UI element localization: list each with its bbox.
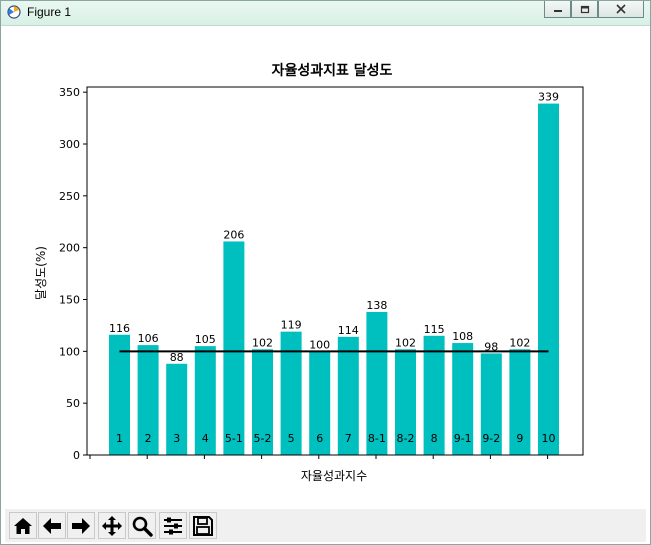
bars-layer: 116 1 106 2 88 3 105 4 206 5-1 102 5-2 119 5 100 6 114 7 1… bbox=[109, 91, 559, 456]
value-label-9: 102 bbox=[509, 336, 530, 349]
y-tick-label: 100 bbox=[59, 345, 80, 358]
category-label-8-2: 8-2 bbox=[397, 432, 415, 445]
category-label-8-1: 8-1 bbox=[368, 432, 386, 445]
app-icon bbox=[7, 5, 21, 19]
bar-5 bbox=[280, 331, 302, 455]
close-button[interactable] bbox=[598, 1, 644, 18]
bar-8-1 bbox=[366, 311, 388, 455]
bar-7 bbox=[337, 336, 359, 455]
chart-title: 자율성과지표 달성도 bbox=[272, 62, 393, 79]
bar-5-1 bbox=[223, 241, 245, 455]
figure-canvas[interactable]: 자율성과지표 달성도 116 1 106 2 88 3 105 4 206 5-1 102 5-2 11… bbox=[5, 27, 646, 507]
y-tick-label: 300 bbox=[59, 138, 80, 151]
category-label-4: 4 bbox=[202, 432, 209, 445]
title-bar[interactable]: Figure 1 bbox=[1, 1, 650, 26]
back-icon bbox=[43, 517, 61, 534]
bar-6 bbox=[309, 351, 331, 455]
maximize-button[interactable] bbox=[571, 1, 598, 18]
value-label-2: 106 bbox=[138, 332, 159, 345]
y-tick-label: 50 bbox=[66, 397, 80, 410]
save-button[interactable] bbox=[189, 512, 217, 539]
y-tick-label: 150 bbox=[59, 294, 80, 307]
value-label-9-1: 108 bbox=[452, 330, 473, 343]
bar-chart: 자율성과지표 달성도 1161106288310542065-11025-211… bbox=[34, 62, 584, 483]
value-label-10: 339 bbox=[538, 91, 559, 104]
y-tick-label: 200 bbox=[59, 242, 80, 255]
bar-8-2 bbox=[395, 349, 416, 455]
bar-10 bbox=[538, 103, 559, 456]
value-label-5: 119 bbox=[281, 319, 302, 332]
minimize-button[interactable] bbox=[544, 1, 571, 18]
forward-icon bbox=[72, 517, 90, 534]
bar-9-2 bbox=[480, 353, 502, 455]
x-axis-label: 자율성과지수 bbox=[301, 469, 367, 483]
zoom-button[interactable] bbox=[128, 512, 156, 539]
category-label-1: 1 bbox=[116, 432, 123, 445]
value-label-8-1: 138 bbox=[366, 299, 387, 312]
bar-2 bbox=[137, 345, 159, 455]
value-label-4: 105 bbox=[195, 333, 216, 346]
pan-button[interactable] bbox=[98, 512, 126, 539]
value-label-6: 100 bbox=[309, 338, 330, 351]
forward-button[interactable] bbox=[67, 512, 95, 539]
category-label-6: 6 bbox=[316, 432, 323, 445]
bar-1 bbox=[109, 334, 130, 455]
back-button[interactable] bbox=[38, 512, 66, 539]
bar-8 bbox=[423, 335, 445, 455]
bar-5-2 bbox=[252, 349, 273, 455]
save-icon bbox=[193, 515, 213, 536]
value-label-9-2: 98 bbox=[484, 340, 498, 353]
configure-subplots-button[interactable] bbox=[159, 512, 187, 539]
category-label-5-1: 5-1 bbox=[225, 432, 243, 445]
category-label-5-2: 5-2 bbox=[254, 432, 272, 445]
y-tick-label: 350 bbox=[59, 86, 80, 99]
pan-icon bbox=[102, 515, 122, 536]
bar-9 bbox=[509, 349, 531, 455]
bar-3 bbox=[166, 363, 188, 455]
value-label-3: 88 bbox=[170, 351, 184, 364]
bar-4 bbox=[194, 346, 216, 455]
y-axis-label: 달성도(%) bbox=[34, 246, 48, 300]
maximize-icon bbox=[580, 5, 589, 13]
window-title: Figure 1 bbox=[27, 5, 72, 19]
axes-layer: 0 50 100 150 200 250 300 350 bbox=[59, 86, 584, 462]
category-label-9-1: 9-1 bbox=[454, 432, 472, 445]
navigation-toolbar bbox=[5, 509, 646, 542]
category-label-3: 3 bbox=[173, 432, 180, 445]
category-label-7: 7 bbox=[345, 432, 352, 445]
value-label-8: 115 bbox=[424, 323, 445, 336]
y-tick-label: 250 bbox=[59, 190, 80, 203]
category-label-10: 10 bbox=[542, 432, 556, 445]
home-icon bbox=[14, 517, 32, 534]
value-label-7: 114 bbox=[338, 324, 359, 337]
minimize-icon bbox=[553, 10, 562, 12]
category-label-9-2: 9-2 bbox=[482, 432, 500, 445]
value-label-5-2: 102 bbox=[252, 336, 273, 349]
value-label-1: 116 bbox=[109, 322, 130, 335]
plot-frame bbox=[86, 86, 584, 456]
value-label-5-1: 206 bbox=[223, 228, 244, 241]
category-label-5: 5 bbox=[288, 432, 295, 445]
category-label-9: 9 bbox=[516, 432, 523, 445]
category-label-2: 2 bbox=[145, 432, 152, 445]
bar-9-1 bbox=[452, 343, 474, 455]
close-icon bbox=[616, 4, 626, 14]
value-label-8-2: 102 bbox=[395, 336, 416, 349]
zoom-icon bbox=[132, 516, 153, 537]
y-tick-label: 0 bbox=[73, 449, 80, 462]
category-label-8: 8 bbox=[431, 432, 438, 445]
configure-icon bbox=[164, 517, 182, 534]
home-button[interactable] bbox=[9, 512, 37, 539]
